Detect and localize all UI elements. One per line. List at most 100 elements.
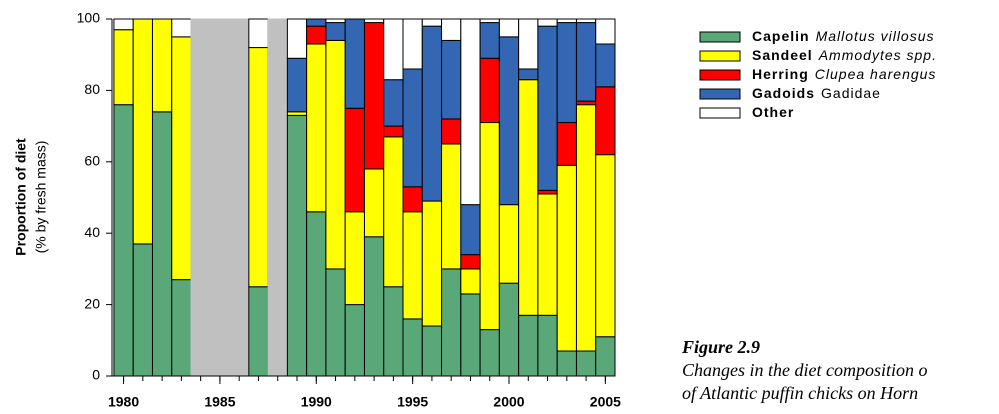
- bar-segment: [575, 104, 597, 352]
- legend-swatch: [699, 50, 741, 62]
- figure-label: Figure 2.9: [681, 337, 760, 357]
- bar-segment: [575, 100, 597, 106]
- bar-segment: [518, 18, 539, 70]
- bar-segment: [498, 36, 520, 206]
- bar-segment: [151, 111, 173, 377]
- bar-segment: [248, 18, 269, 49]
- bar-segment: [325, 22, 346, 41]
- bar-segment: [344, 211, 365, 306]
- legend-swatch: [699, 107, 741, 119]
- bar-segment: [421, 18, 443, 27]
- y-axis-sublabel: (% by fresh mass): [33, 141, 49, 254]
- bar-segment: [421, 25, 443, 202]
- bar-segment: [286, 111, 308, 116]
- bar-segment: [421, 325, 443, 377]
- legend-name: Other: [752, 104, 794, 120]
- bar-segment: [498, 282, 520, 377]
- bar-segment: [306, 25, 327, 45]
- legend-label: Capelin Mallotus villosus: [752, 28, 935, 44]
- bar-segment: [479, 329, 500, 377]
- bar-segment: [132, 243, 153, 377]
- legend-swatch: [699, 88, 741, 100]
- y-tick-label: 60: [84, 153, 100, 169]
- bar-segment: [248, 286, 269, 377]
- legend-scientific-name: Clupea harengus: [815, 66, 937, 82]
- bar-segment: [479, 122, 500, 331]
- bar-segment: [441, 18, 462, 41]
- bar-segment: [286, 114, 308, 377]
- bar-segment: [344, 107, 365, 213]
- bar-segment: [518, 79, 539, 316]
- bar-segment: [363, 236, 385, 377]
- bar-segment: [441, 39, 462, 120]
- bar-segment: [286, 18, 308, 59]
- legend-name: Gadoids: [752, 85, 815, 101]
- x-tick-label: 1985: [204, 394, 235, 410]
- bar-segment: [151, 18, 173, 113]
- bar-segment: [402, 18, 423, 70]
- bar-segment: [363, 18, 385, 24]
- y-tick-label: 80: [84, 81, 100, 97]
- bar-segment: [306, 211, 327, 377]
- y-tick-label: 40: [84, 224, 100, 240]
- legend-scientific-name: Mallotus villosus: [816, 28, 935, 44]
- y-tick-label: 20: [84, 295, 100, 311]
- figure-caption: of Atlantic puffin chicks on Horn: [682, 383, 918, 403]
- legend-swatch: [699, 31, 741, 43]
- x-tick-label: 1990: [301, 394, 332, 410]
- x-tick-label: 2005: [590, 394, 621, 410]
- bar-segment: [402, 211, 423, 320]
- bar-segment: [537, 25, 558, 191]
- bar-segment: [171, 36, 192, 281]
- bar-segment: [479, 57, 500, 124]
- bar-segment: [113, 18, 134, 31]
- bar-segment: [460, 18, 481, 206]
- bar-segment: [595, 86, 616, 156]
- legend-name: Capelin: [752, 28, 810, 44]
- x-tick-label: 1995: [397, 394, 428, 410]
- bar-segment: [537, 314, 558, 377]
- bar-segment: [479, 18, 500, 24]
- bar-segment: [132, 18, 153, 245]
- bar-segment: [171, 18, 192, 38]
- x-tick-label: 1980: [108, 394, 139, 410]
- no-data-bar: [190, 18, 211, 377]
- bar-segment: [556, 122, 577, 166]
- legend-label: Other: [752, 104, 794, 120]
- y-axis-label: Proportion of diet: [13, 138, 29, 256]
- bar-segment: [363, 168, 385, 238]
- legend-scientific-name: Ammodytes spp.: [818, 47, 937, 63]
- bar-segment: [441, 268, 462, 377]
- x-tick-label: 2000: [493, 394, 524, 410]
- bar-segment: [460, 204, 481, 256]
- bar-segment: [248, 47, 269, 288]
- bar-segment: [460, 268, 481, 295]
- bar-segment: [441, 143, 462, 270]
- bar-segment: [556, 18, 577, 24]
- bar-segment: [537, 18, 558, 27]
- bar-segment: [518, 314, 539, 377]
- bar-segment: [171, 279, 192, 377]
- y-tick-label: 100: [77, 10, 101, 26]
- bar-segment: [441, 118, 462, 145]
- bar-segment: [383, 18, 404, 81]
- bar-segment: [325, 268, 346, 377]
- bar-segment: [383, 125, 404, 138]
- bar-segment: [595, 336, 616, 377]
- no-data-bar: [209, 18, 231, 377]
- bar-segment: [325, 39, 346, 270]
- bar-segment: [518, 68, 539, 81]
- bar-segment: [575, 22, 597, 102]
- legend-name: Sandeel: [752, 47, 813, 63]
- bar-segment: [498, 204, 520, 284]
- bar-segment: [537, 189, 558, 195]
- bar-segment: [421, 200, 443, 327]
- legend-name: Herring: [752, 66, 809, 82]
- bar-segment: [595, 18, 616, 45]
- bar-segment: [537, 193, 558, 316]
- bar-segment: [595, 43, 616, 88]
- bar-segment: [363, 22, 385, 170]
- bar-segment: [344, 304, 365, 377]
